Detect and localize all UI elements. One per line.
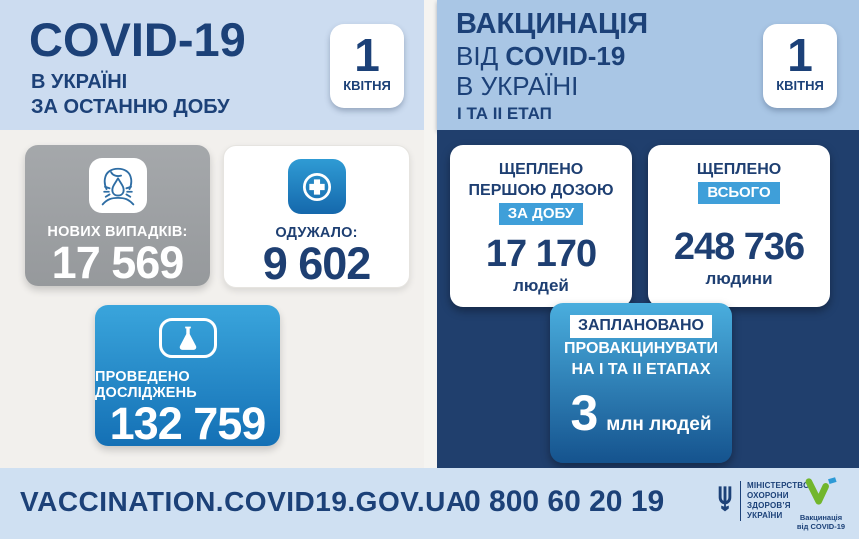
- vaccination-logo-line: від COVID-19: [796, 522, 846, 531]
- covid-header: COVID-19 В УКРАЇНІ ЗА ОСТАННЮ ДОБУ 1 КВІ…: [0, 0, 424, 130]
- first-dose-value: 17 170: [485, 233, 597, 275]
- footer: VACCINATION.COVID19.GOV.UA 0 800 60 20 1…: [0, 468, 859, 539]
- vaccination-stage-label: І ТА ІІ ЕТАП: [457, 104, 552, 123]
- covid-stats-panel: НОВИХ ВИПАДКІВ: 17 569 ОДУЖАЛО: 9 602: [0, 130, 424, 468]
- recovered-label: ОДУЖАЛО:: [275, 225, 358, 241]
- sneeze-icon: [88, 158, 147, 213]
- planned-line2: ПРОВАКЦИНУВАТИ: [564, 340, 718, 357]
- first-dose-line2: ПЕРШОЮ ДОЗОЮ: [468, 182, 614, 199]
- covid-subtitle: В УКРАЇНІ ЗА ОСТАННЮ ДОБУ: [31, 70, 230, 120]
- vaccination-logo-caption: Вакцинація від COVID-19: [797, 513, 845, 531]
- vaccination-logo: Вакцинація від COVID-19: [793, 476, 849, 531]
- flask-icon: [158, 318, 217, 358]
- planned-chip: ЗАПЛАНОВАНО: [570, 315, 712, 338]
- first-dose-line1: ЩЕПЛЕНО: [498, 161, 584, 178]
- recovered-value: 9 602: [262, 238, 372, 289]
- date-badge: 1 КВІТНЯ: [763, 24, 837, 108]
- new-cases-label: НОВИХ ВИПАДКІВ:: [47, 224, 188, 240]
- ministry-name: МІНІСТЕРСТВО ОХОРОНИ ЗДОРОВ’Я УКРАЇНИ: [747, 481, 810, 521]
- ministry-line: УКРАЇНИ: [747, 511, 783, 520]
- total-unit: людини: [705, 269, 773, 288]
- first-dose-card: ЩЕПЛЕНО ПЕРШОЮ ДОЗОЮ ЗА ДОБУ 17 170 люде…: [450, 145, 632, 307]
- covid-subtitle-line2: ЗА ОСТАННЮ ДОБУ: [31, 96, 230, 118]
- vaccination-panel: ЩЕПЛЕНО ПЕРШОЮ ДОЗОЮ ЗА ДОБУ 17 170 люде…: [437, 130, 859, 468]
- tests-value: 132 759: [109, 398, 267, 449]
- column-divider: [424, 0, 437, 468]
- vaccination-header: ВАКЦИНАЦІЯ ВІД COVID-19 В УКРАЇНІ І ТА І…: [437, 0, 859, 130]
- planned-value: 3: [570, 385, 599, 441]
- vaccination-logo-line: Вакцинація: [799, 513, 843, 522]
- vaccination-title: ВАКЦИНАЦІЯ: [456, 8, 649, 40]
- ministry-logo: МІНІСТЕРСТВО ОХОРОНИ ЗДОРОВ’Я УКРАЇНИ: [716, 481, 810, 521]
- green-v-icon: [802, 476, 840, 511]
- planned-line3: НА І ТА ІІ ЕТАПАХ: [571, 361, 711, 378]
- medical-cross-icon: [287, 159, 346, 214]
- total-value: 248 736: [673, 226, 805, 268]
- vaccination-title-line2: ВІД COVID-19: [456, 41, 625, 71]
- planned-card: ЗАПЛАНОВАНО ПРОВАКЦИНУВАТИ НА І ТА ІІ ЕТ…: [550, 303, 732, 463]
- tests-card: ПРОВЕДЕНО ДОСЛІДЖЕНЬ 132 759: [95, 305, 280, 449]
- total-line1: ЩЕПЛЕНО: [696, 161, 782, 178]
- ministry-line: ЗДОРОВ’Я: [747, 501, 791, 510]
- recovered-card: ОДУЖАЛО: 9 602: [223, 145, 410, 288]
- date-month: КВІТНЯ: [776, 78, 824, 93]
- vaccination-title-line3: В УКРАЇНІ: [456, 71, 579, 101]
- covid-subtitle-line1: В УКРАЇНІ: [31, 71, 128, 93]
- planned-value-row: 3 млн людей: [570, 388, 711, 438]
- date-day: 1: [787, 29, 813, 81]
- date-day: 1: [354, 29, 380, 81]
- hotline-phone: 0 800 60 20 19: [464, 485, 665, 518]
- ministry-line: МІНІСТЕРСТВО: [747, 481, 810, 490]
- date-badge: 1 КВІТНЯ: [330, 24, 404, 108]
- trident-icon: [716, 485, 734, 518]
- ministry-line: ОХОРОНИ: [747, 491, 789, 500]
- per-day-chip: ЗА ДОБУ: [498, 203, 584, 225]
- covid-stats-column: COVID-19 В УКРАЇНІ ЗА ОСТАННЮ ДОБУ 1 КВІ…: [0, 0, 424, 468]
- tests-label: ПРОВЕДЕНО ДОСЛІДЖЕНЬ: [95, 369, 197, 401]
- total-chip: ВСЬОГО: [698, 182, 780, 204]
- logo-divider: [740, 481, 741, 521]
- vaccination-line2-covid: COVID-19: [505, 41, 626, 71]
- date-month: КВІТНЯ: [343, 78, 391, 93]
- total-vaccinated-card: ЩЕПЛЕНО ВСЬОГО 248 736 людини: [648, 145, 830, 307]
- website-url: VACCINATION.COVID19.GOV.UA: [20, 486, 467, 517]
- new-cases-card: НОВИХ ВИПАДКІВ: 17 569: [25, 145, 210, 286]
- vaccination-column: ВАКЦИНАЦІЯ ВІД COVID-19 В УКРАЇНІ І ТА І…: [437, 0, 859, 468]
- planned-unit: млн людей: [606, 414, 712, 435]
- vaccination-line2-prefix: ВІД: [456, 41, 506, 71]
- covid-title: COVID-19: [29, 13, 246, 66]
- first-dose-unit: людей: [513, 276, 569, 295]
- new-cases-value: 17 569: [51, 237, 185, 288]
